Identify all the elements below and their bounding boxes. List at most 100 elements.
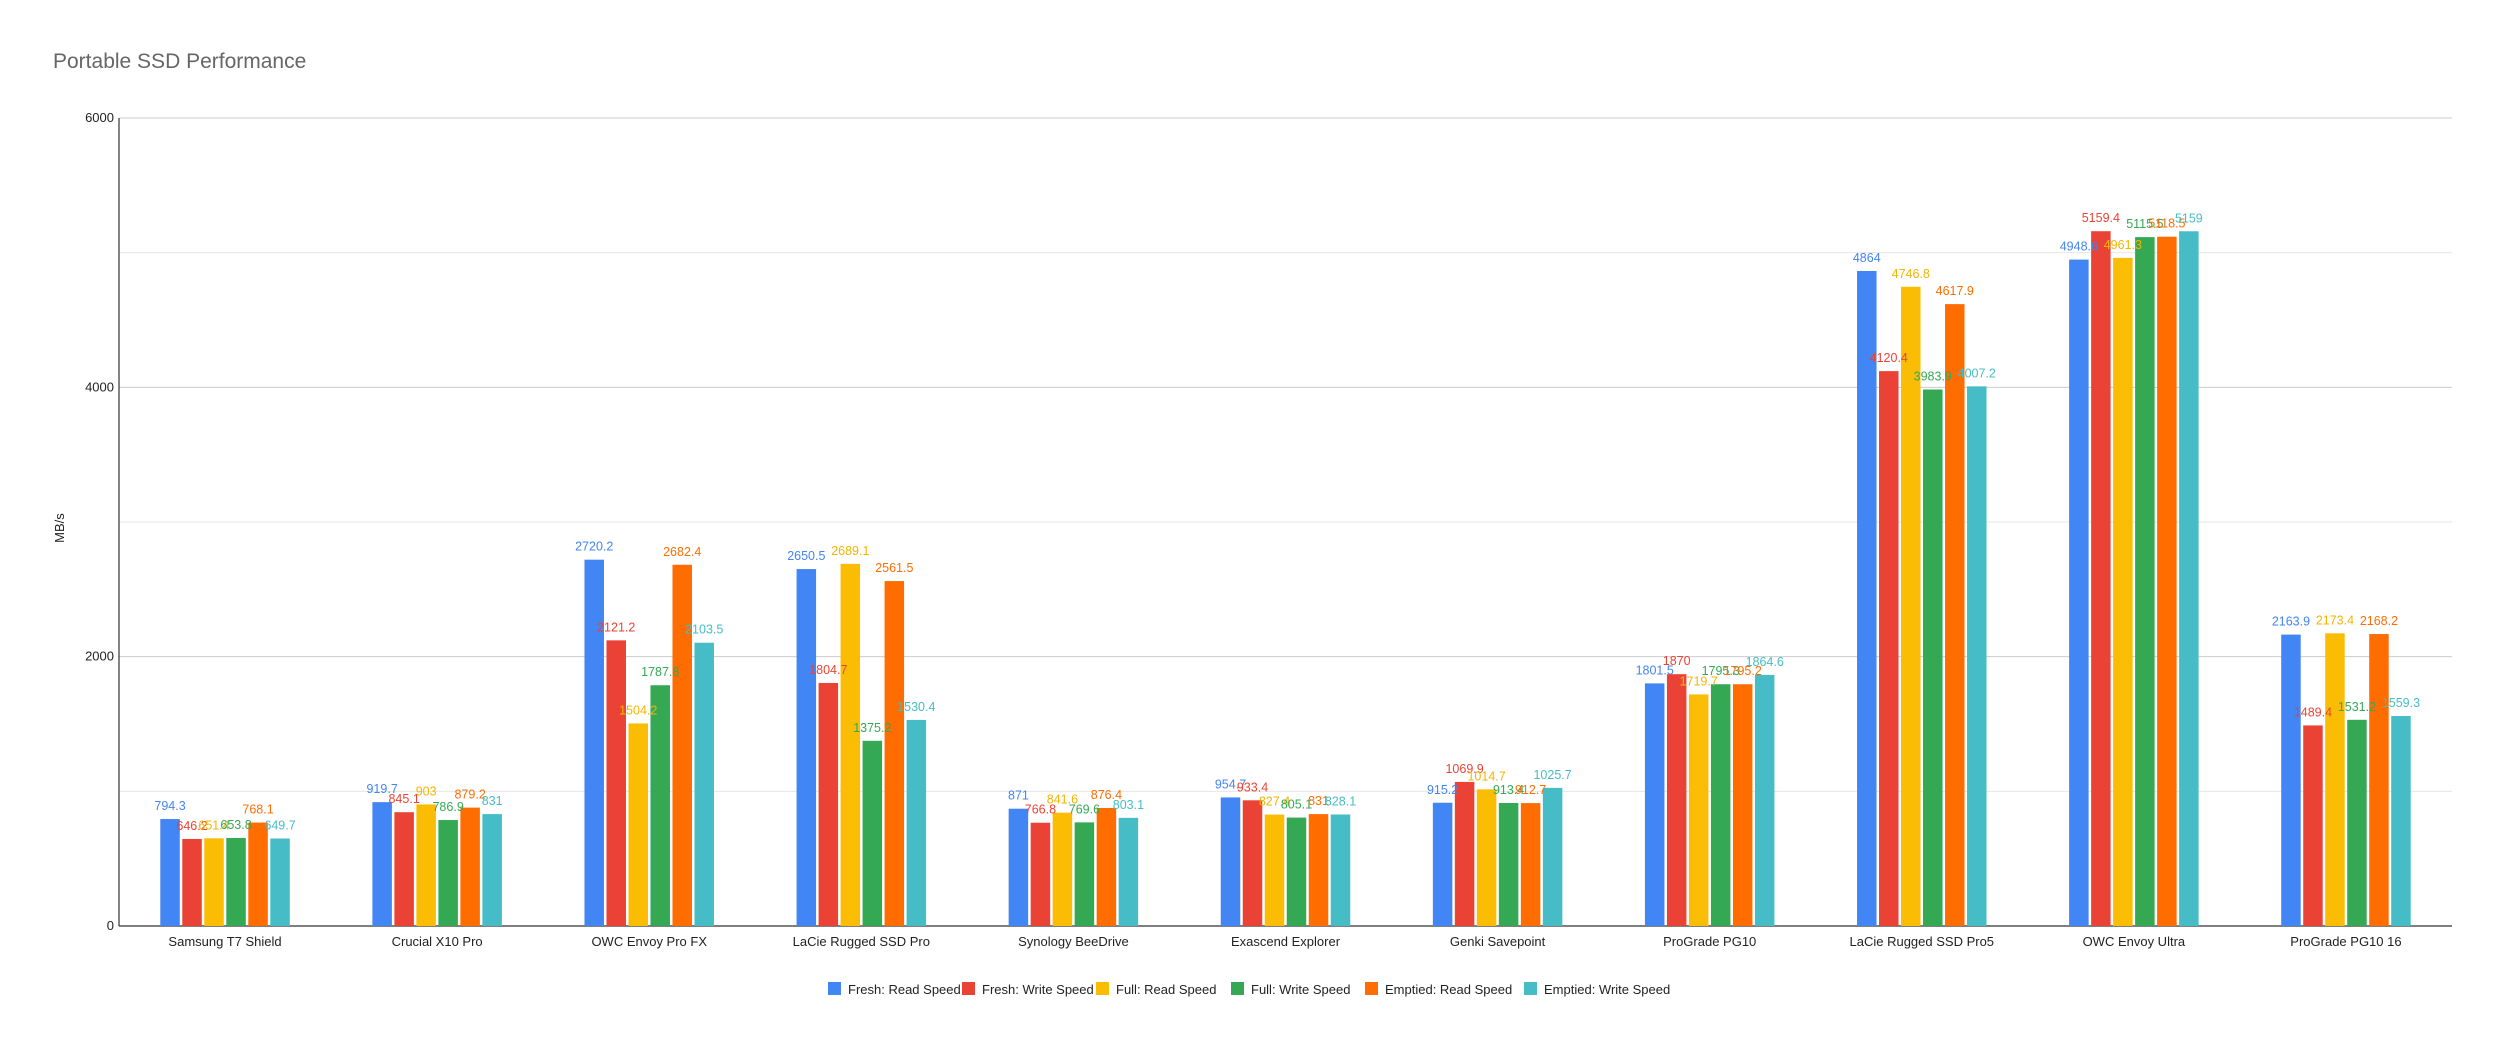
- bar: [2303, 725, 2323, 926]
- data-label: 2689.1: [831, 544, 869, 558]
- data-label: 5159.4: [2082, 211, 2120, 225]
- bar: [862, 740, 883, 926]
- data-label: 879.2: [454, 788, 485, 802]
- data-label: 1375.2: [853, 721, 891, 735]
- bar: [584, 559, 604, 926]
- data-label: 1870: [1663, 654, 1691, 668]
- legend-label: Fresh: Write Speed: [982, 982, 1094, 997]
- y-tick-label: 6000: [85, 110, 114, 125]
- bar: [416, 804, 436, 926]
- data-label: 831: [482, 794, 503, 808]
- bar: [482, 814, 502, 926]
- bar: [1520, 803, 1541, 926]
- legend-swatch: [1231, 982, 1244, 995]
- x-tick-label: Exascend Explorer: [1231, 934, 1341, 949]
- y-axis-label: MB/s: [52, 513, 67, 543]
- bar: [628, 723, 648, 926]
- bar: [1220, 797, 1241, 926]
- data-label: 2561.5: [875, 561, 913, 575]
- data-label: 651.4: [198, 818, 229, 832]
- data-label: 4617.9: [1936, 284, 1974, 298]
- bar: [1052, 812, 1073, 926]
- x-tick-label: Synology BeeDrive: [1018, 934, 1129, 949]
- legend-item: Full: Write Speed: [1231, 982, 1350, 997]
- data-label: 2163.9: [2272, 615, 2310, 629]
- data-label: 1559.3: [2382, 696, 2420, 710]
- data-label: 933.4: [1237, 780, 1268, 794]
- data-label: 5118.5: [2148, 217, 2185, 231]
- data-label: 1804.7: [809, 663, 847, 677]
- bar: [2135, 237, 2155, 926]
- data-label: 2720.2: [575, 540, 613, 554]
- data-label: 1801.5: [1636, 663, 1674, 677]
- bar: [1879, 371, 1899, 926]
- data-label: 827.4: [1259, 795, 1290, 809]
- bar: [1286, 817, 1307, 926]
- bar: [606, 640, 626, 926]
- x-tick-label: LaCie Rugged SSD Pro5: [1850, 934, 1995, 949]
- legend-item: Fresh: Read Speed: [828, 982, 961, 997]
- bar: [1710, 684, 1731, 926]
- x-tick-label: LaCie Rugged SSD Pro: [793, 934, 930, 949]
- data-label: 871: [1008, 789, 1029, 803]
- legend-swatch: [1524, 982, 1537, 995]
- x-tick-label: Genki Savepoint: [1450, 934, 1546, 949]
- data-label: 1014.7: [1467, 769, 1505, 783]
- data-label: 831: [1308, 794, 1329, 808]
- bar: [2069, 259, 2089, 927]
- x-tick-label: OWC Envoy Pro FX: [591, 934, 707, 949]
- bar: [2347, 719, 2367, 926]
- bar: [1732, 684, 1753, 926]
- bar: [248, 822, 268, 926]
- y-tick-label: 0: [107, 918, 114, 933]
- bar: [372, 802, 392, 926]
- bar: [1308, 814, 1329, 926]
- bar: [1688, 694, 1709, 926]
- x-tick-label: Samsung T7 Shield: [168, 934, 281, 949]
- bar: [1945, 304, 1965, 926]
- x-tick-label: ProGrade PG10 16: [2290, 934, 2401, 949]
- data-label: 915.2: [1427, 783, 1458, 797]
- bar: [650, 685, 670, 926]
- data-label: 1069.9: [1445, 762, 1483, 776]
- bar: [1030, 822, 1051, 926]
- bar: [2179, 231, 2199, 927]
- bar: [1901, 286, 1921, 926]
- data-label: 769.6: [1069, 802, 1100, 816]
- bar: [2091, 231, 2111, 926]
- x-tick-labels: Samsung T7 Shield Crucial X10 Pro OWC Envo…: [168, 934, 2401, 949]
- bar: [1008, 808, 1029, 926]
- data-label: 4007.2: [1958, 366, 1996, 380]
- bar: [840, 563, 861, 926]
- data-label: 766.8: [1025, 803, 1056, 817]
- bar: [1644, 683, 1665, 926]
- legend-label: Emptied: Read Speed: [1385, 982, 1512, 997]
- gridlines: [119, 117, 2452, 792]
- bar: [672, 564, 692, 926]
- bar: [270, 838, 290, 926]
- data-label: 1719.7: [1680, 674, 1718, 688]
- bar: [1242, 800, 1263, 926]
- data-label: 803.1: [1113, 798, 1144, 812]
- bar: [2325, 633, 2345, 926]
- bar: [2369, 634, 2389, 926]
- y-tick-labels: 0 2000 4000 6000: [85, 110, 114, 933]
- data-label: 3983.9: [1914, 370, 1952, 384]
- bar: [1096, 807, 1117, 926]
- bar: [2113, 257, 2133, 926]
- data-label: 646.2: [176, 819, 207, 833]
- bar: [1074, 822, 1095, 926]
- axes: [118, 118, 2452, 927]
- bar-series: [160, 231, 2411, 927]
- bar: [1754, 674, 1775, 926]
- data-label: 841.6: [1047, 793, 1078, 807]
- data-label: 4948.6: [2060, 240, 2098, 254]
- data-label: 1489.4: [2294, 705, 2332, 719]
- bar: [438, 820, 458, 926]
- data-label: 828.1: [1325, 794, 1356, 808]
- bar: [460, 807, 480, 926]
- bar: [1118, 817, 1139, 926]
- data-label: 5159: [2175, 211, 2203, 225]
